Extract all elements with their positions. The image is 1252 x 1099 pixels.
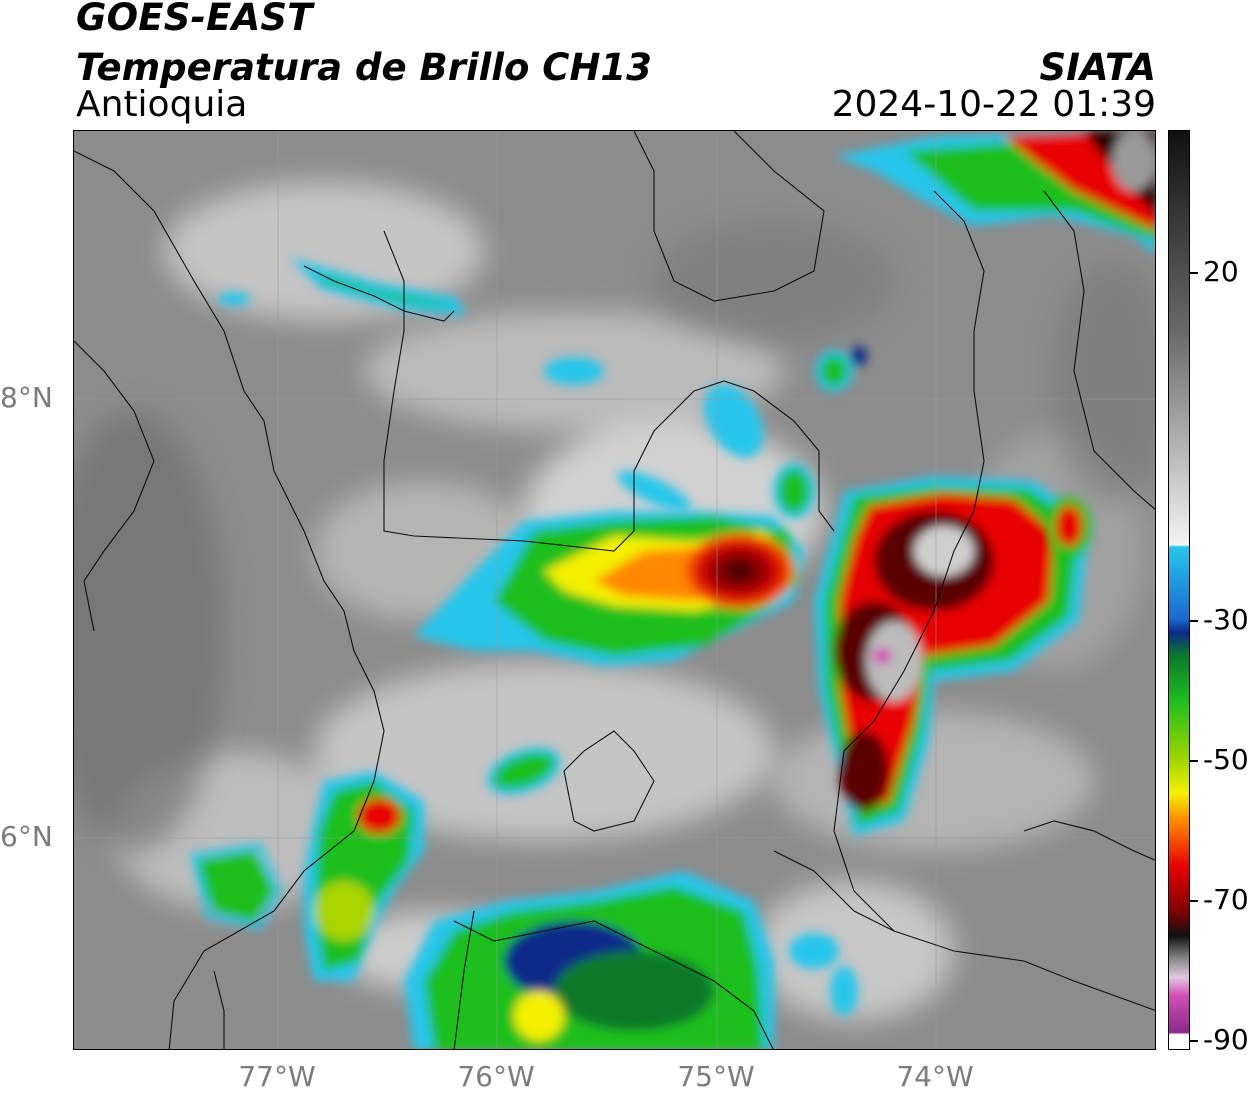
latitude-label-8N: 8°N xyxy=(0,381,53,414)
colorbar xyxy=(1168,130,1190,1050)
longitude-label-76W: 76°W xyxy=(457,1060,535,1093)
colorbar-tick-neg50 xyxy=(1190,760,1198,762)
longitude-label-77W: 77°W xyxy=(238,1060,316,1093)
latitude-label-6N: 6°N xyxy=(0,820,53,853)
colorbar-tick-neg90 xyxy=(1190,1040,1198,1042)
colorbar-label-neg50: -50 xyxy=(1203,743,1249,776)
satellite-title: GOES-EAST xyxy=(76,0,313,39)
organization-label: SIATA xyxy=(1039,46,1156,89)
colorbar-label-20: 20 xyxy=(1203,255,1239,288)
longitude-label-74W: 74°W xyxy=(896,1060,974,1093)
brightness-temperature-image xyxy=(74,131,1155,1049)
longitude-label-75W: 75°W xyxy=(677,1060,755,1093)
colorbar-label-neg30: -30 xyxy=(1203,603,1249,636)
colorbar-label-neg70: -70 xyxy=(1203,883,1249,916)
colorbar-tick-neg70 xyxy=(1190,900,1198,902)
colorbar-gradient xyxy=(1169,131,1189,1049)
product-title: Temperatura de Brillo CH13 xyxy=(76,46,652,89)
colorbar-tick-20 xyxy=(1190,272,1198,274)
datetime-label: 2024-10-22 01:39 xyxy=(831,84,1156,125)
colorbar-label-neg90: -90 xyxy=(1203,1023,1249,1056)
colorbar-tick-neg30 xyxy=(1190,620,1198,622)
satellite-map xyxy=(73,130,1156,1050)
region-label: Antioquia xyxy=(76,84,248,125)
